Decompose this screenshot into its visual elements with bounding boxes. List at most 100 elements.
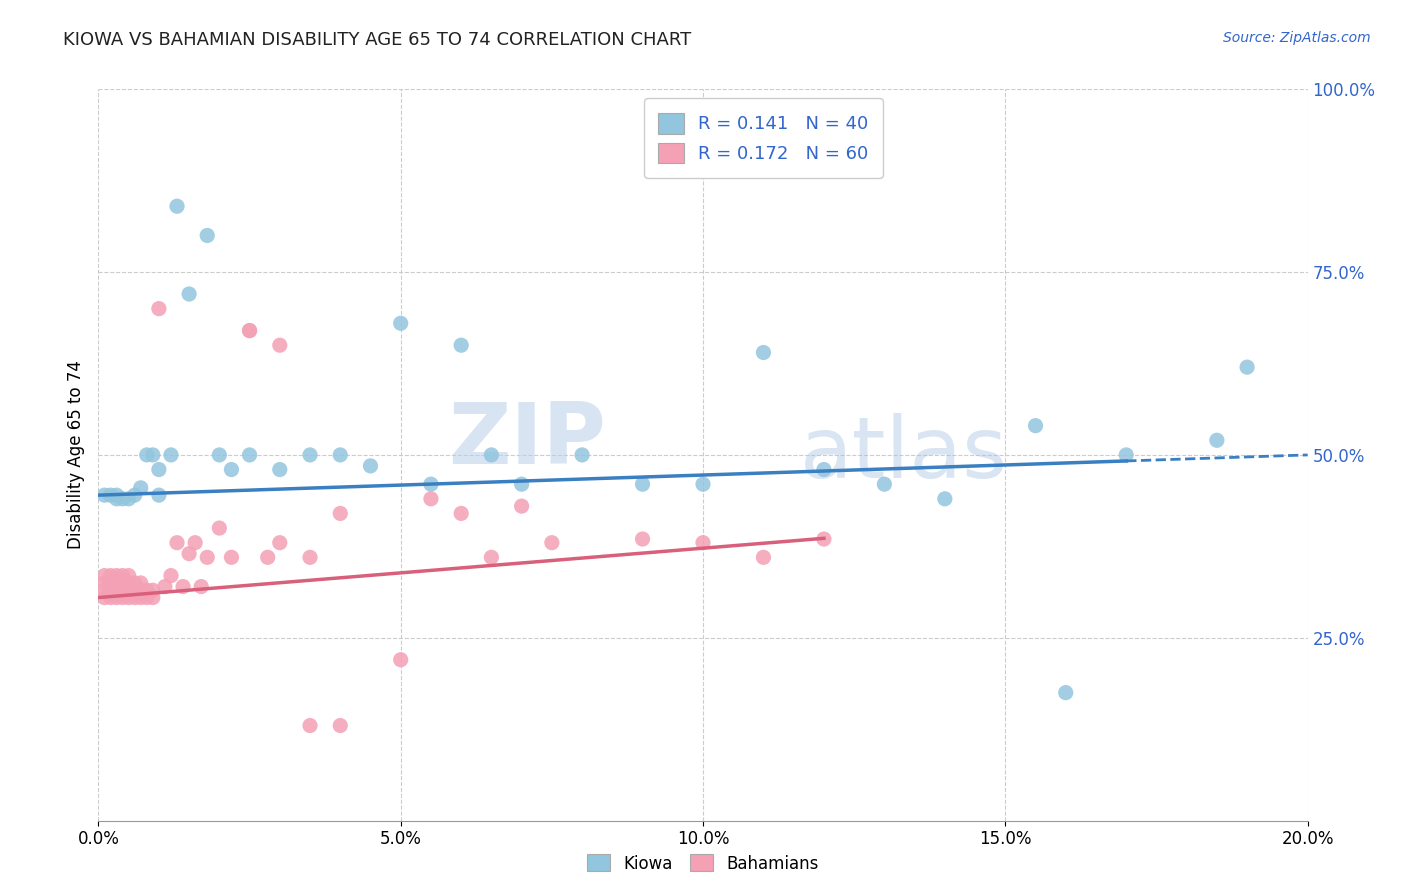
- Point: [172, 580, 194, 594]
- Point: [481, 550, 503, 565]
- Point: [135, 583, 157, 598]
- Legend: Kiowa, Bahamians: Kiowa, Bahamians: [581, 847, 825, 880]
- Point: [153, 580, 176, 594]
- Point: [420, 491, 443, 506]
- Point: [184, 535, 207, 549]
- Point: [813, 462, 835, 476]
- Point: [450, 338, 472, 352]
- Point: [631, 477, 654, 491]
- Point: [360, 458, 382, 473]
- Point: [692, 535, 714, 549]
- Point: [239, 324, 262, 338]
- Point: [100, 568, 122, 582]
- Point: [692, 477, 714, 491]
- Point: [129, 481, 152, 495]
- Point: [1115, 448, 1137, 462]
- Point: [142, 591, 165, 605]
- Point: [124, 583, 146, 598]
- Point: [93, 576, 115, 591]
- Point: [111, 583, 134, 598]
- Point: [389, 316, 412, 330]
- Point: [208, 521, 231, 535]
- Point: [135, 591, 157, 605]
- Point: [299, 448, 322, 462]
- Point: [142, 583, 165, 598]
- Point: [93, 583, 115, 598]
- Text: ZIP: ZIP: [449, 399, 606, 482]
- Text: Source: ZipAtlas.com: Source: ZipAtlas.com: [1223, 31, 1371, 45]
- Point: [540, 535, 562, 549]
- Point: [510, 499, 533, 513]
- Point: [118, 491, 141, 506]
- Point: [481, 448, 503, 462]
- Point: [1206, 434, 1229, 448]
- Point: [111, 491, 134, 506]
- Point: [329, 448, 352, 462]
- Legend: R = 0.141   N = 40, R = 0.172   N = 60: R = 0.141 N = 40, R = 0.172 N = 60: [644, 98, 883, 178]
- Point: [221, 462, 243, 476]
- Point: [93, 488, 115, 502]
- Point: [256, 550, 278, 565]
- Point: [329, 718, 352, 732]
- Point: [510, 477, 533, 491]
- Point: [142, 448, 165, 462]
- Point: [148, 462, 170, 476]
- Point: [299, 718, 322, 732]
- Point: [179, 287, 201, 301]
- Point: [118, 576, 141, 591]
- Point: [752, 345, 775, 359]
- Text: KIOWA VS BAHAMIAN DISABILITY AGE 65 TO 74 CORRELATION CHART: KIOWA VS BAHAMIAN DISABILITY AGE 65 TO 7…: [63, 31, 692, 49]
- Text: atlas: atlas: [800, 413, 1008, 497]
- Point: [1054, 686, 1077, 700]
- Point: [100, 591, 122, 605]
- Point: [195, 550, 218, 565]
- Point: [299, 550, 322, 565]
- Point: [111, 576, 134, 591]
- Point: [129, 576, 152, 591]
- Point: [111, 591, 134, 605]
- Point: [813, 532, 835, 546]
- Point: [160, 568, 183, 582]
- Point: [190, 580, 212, 594]
- Point: [450, 507, 472, 521]
- Point: [105, 488, 128, 502]
- Point: [1024, 418, 1046, 433]
- Point: [100, 583, 122, 598]
- Point: [420, 477, 443, 491]
- Point: [118, 583, 141, 598]
- Point: [105, 583, 128, 598]
- Point: [129, 591, 152, 605]
- Point: [135, 448, 157, 462]
- Point: [934, 491, 956, 506]
- Point: [118, 591, 141, 605]
- Point: [124, 591, 146, 605]
- Point: [100, 488, 122, 502]
- Point: [129, 583, 152, 598]
- Point: [105, 591, 128, 605]
- Point: [389, 653, 412, 667]
- Point: [221, 550, 243, 565]
- Point: [329, 507, 352, 521]
- Point: [105, 568, 128, 582]
- Y-axis label: Disability Age 65 to 74: Disability Age 65 to 74: [66, 360, 84, 549]
- Point: [148, 488, 170, 502]
- Point: [160, 448, 183, 462]
- Point: [118, 568, 141, 582]
- Point: [93, 568, 115, 582]
- Point: [100, 576, 122, 591]
- Point: [239, 448, 262, 462]
- Point: [195, 228, 218, 243]
- Point: [873, 477, 896, 491]
- Point: [571, 448, 593, 462]
- Point: [269, 462, 291, 476]
- Point: [111, 568, 134, 582]
- Point: [208, 448, 231, 462]
- Point: [105, 491, 128, 506]
- Point: [124, 488, 146, 502]
- Point: [269, 535, 291, 549]
- Point: [105, 576, 128, 591]
- Point: [1236, 360, 1258, 375]
- Point: [124, 576, 146, 591]
- Point: [179, 547, 201, 561]
- Point: [269, 338, 291, 352]
